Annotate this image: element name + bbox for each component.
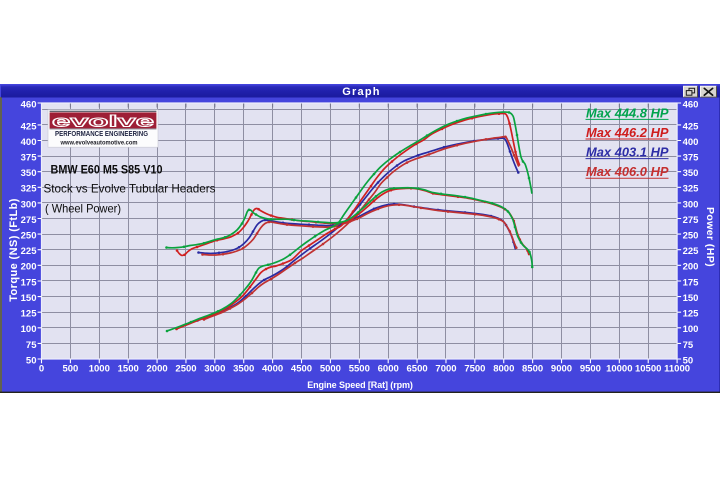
svg-text:250: 250 <box>683 231 699 242</box>
svg-text:5000: 5000 <box>320 364 341 375</box>
svg-text:7000: 7000 <box>435 364 456 375</box>
svg-text:4000: 4000 <box>262 364 283 375</box>
svg-text:1000: 1000 <box>89 364 110 375</box>
svg-text:9500: 9500 <box>580 364 601 375</box>
svg-text:0: 0 <box>39 364 44 375</box>
svg-text:8000: 8000 <box>493 364 514 375</box>
svg-text:( Wheel Power): ( Wheel Power) <box>45 202 121 216</box>
svg-text:2000: 2000 <box>147 364 168 375</box>
svg-text:100: 100 <box>683 324 699 335</box>
svg-text:Max 406.0 HP: Max 406.0 HP <box>586 164 669 179</box>
svg-text:325: 325 <box>21 184 38 195</box>
svg-text:350: 350 <box>21 168 37 179</box>
svg-text:3000: 3000 <box>204 364 225 375</box>
svg-text:10500: 10500 <box>635 364 661 375</box>
svg-text:Engine Speed [Rat] (rpm): Engine Speed [Rat] (rpm) <box>307 380 413 390</box>
svg-text:7500: 7500 <box>464 364 485 375</box>
svg-text:75: 75 <box>26 340 37 351</box>
svg-text:Max 446.2 HP: Max 446.2 HP <box>586 125 669 140</box>
svg-text:100: 100 <box>21 324 37 335</box>
svg-text:5500: 5500 <box>349 364 370 375</box>
svg-text:200: 200 <box>683 262 699 273</box>
svg-text:Max 403.1 HP: Max 403.1 HP <box>586 145 669 160</box>
svg-text:300: 300 <box>21 199 37 210</box>
svg-text:50: 50 <box>683 355 694 366</box>
svg-text:400: 400 <box>21 137 37 148</box>
svg-text:6000: 6000 <box>378 364 399 375</box>
svg-text:10000: 10000 <box>606 364 632 375</box>
svg-text:375: 375 <box>21 153 38 164</box>
svg-text:460: 460 <box>683 99 699 110</box>
svg-text:3500: 3500 <box>233 364 254 375</box>
svg-text:4500: 4500 <box>291 364 312 375</box>
svg-text:250: 250 <box>21 231 37 242</box>
svg-text:75: 75 <box>683 340 694 351</box>
svg-text:11000: 11000 <box>664 364 690 375</box>
svg-text:Stock vs Evolve Tubular Header: Stock vs Evolve Tubular Headers <box>44 182 216 196</box>
svg-text:125: 125 <box>21 309 38 320</box>
svg-text:375: 375 <box>683 153 700 164</box>
svg-text:9000: 9000 <box>551 364 572 375</box>
svg-text:425: 425 <box>21 121 38 132</box>
svg-text:Power (HP): Power (HP) <box>704 207 716 267</box>
svg-text:500: 500 <box>62 364 78 375</box>
svg-text:275: 275 <box>683 215 700 226</box>
svg-text:8500: 8500 <box>522 364 543 375</box>
svg-text:1500: 1500 <box>118 364 139 375</box>
svg-text:350: 350 <box>683 168 699 179</box>
svg-text:225: 225 <box>21 246 38 257</box>
svg-text:PERFORMANCE ENGINEERING: PERFORMANCE ENGINEERING <box>55 131 148 138</box>
svg-text:150: 150 <box>21 293 37 304</box>
svg-text:400: 400 <box>683 137 699 148</box>
svg-text:325: 325 <box>683 184 700 195</box>
svg-text:evolve: evolve <box>52 114 155 131</box>
svg-text:Torque (NS) (FtLb): Torque (NS) (FtLb) <box>8 198 20 302</box>
svg-text:225: 225 <box>683 246 700 257</box>
svg-text:Max 444.8 HP: Max 444.8 HP <box>586 105 669 120</box>
svg-text:2500: 2500 <box>175 364 196 375</box>
svg-text:6500: 6500 <box>407 364 428 375</box>
svg-text:300: 300 <box>683 199 699 210</box>
svg-text:150: 150 <box>683 293 699 304</box>
svg-text:BMW E60 M5 S85 V10: BMW E60 M5 S85 V10 <box>51 162 163 176</box>
svg-text:www.evolveautomotive.com: www.evolveautomotive.com <box>60 140 138 147</box>
svg-text:175: 175 <box>21 277 38 288</box>
svg-text:425: 425 <box>683 121 700 132</box>
svg-text:Graph: Graph <box>342 86 380 98</box>
svg-text:275: 275 <box>21 215 38 226</box>
svg-text:460: 460 <box>21 99 37 110</box>
svg-text:200: 200 <box>21 262 37 273</box>
svg-text:125: 125 <box>683 309 700 320</box>
svg-text:175: 175 <box>683 277 700 288</box>
svg-text:50: 50 <box>26 355 37 366</box>
